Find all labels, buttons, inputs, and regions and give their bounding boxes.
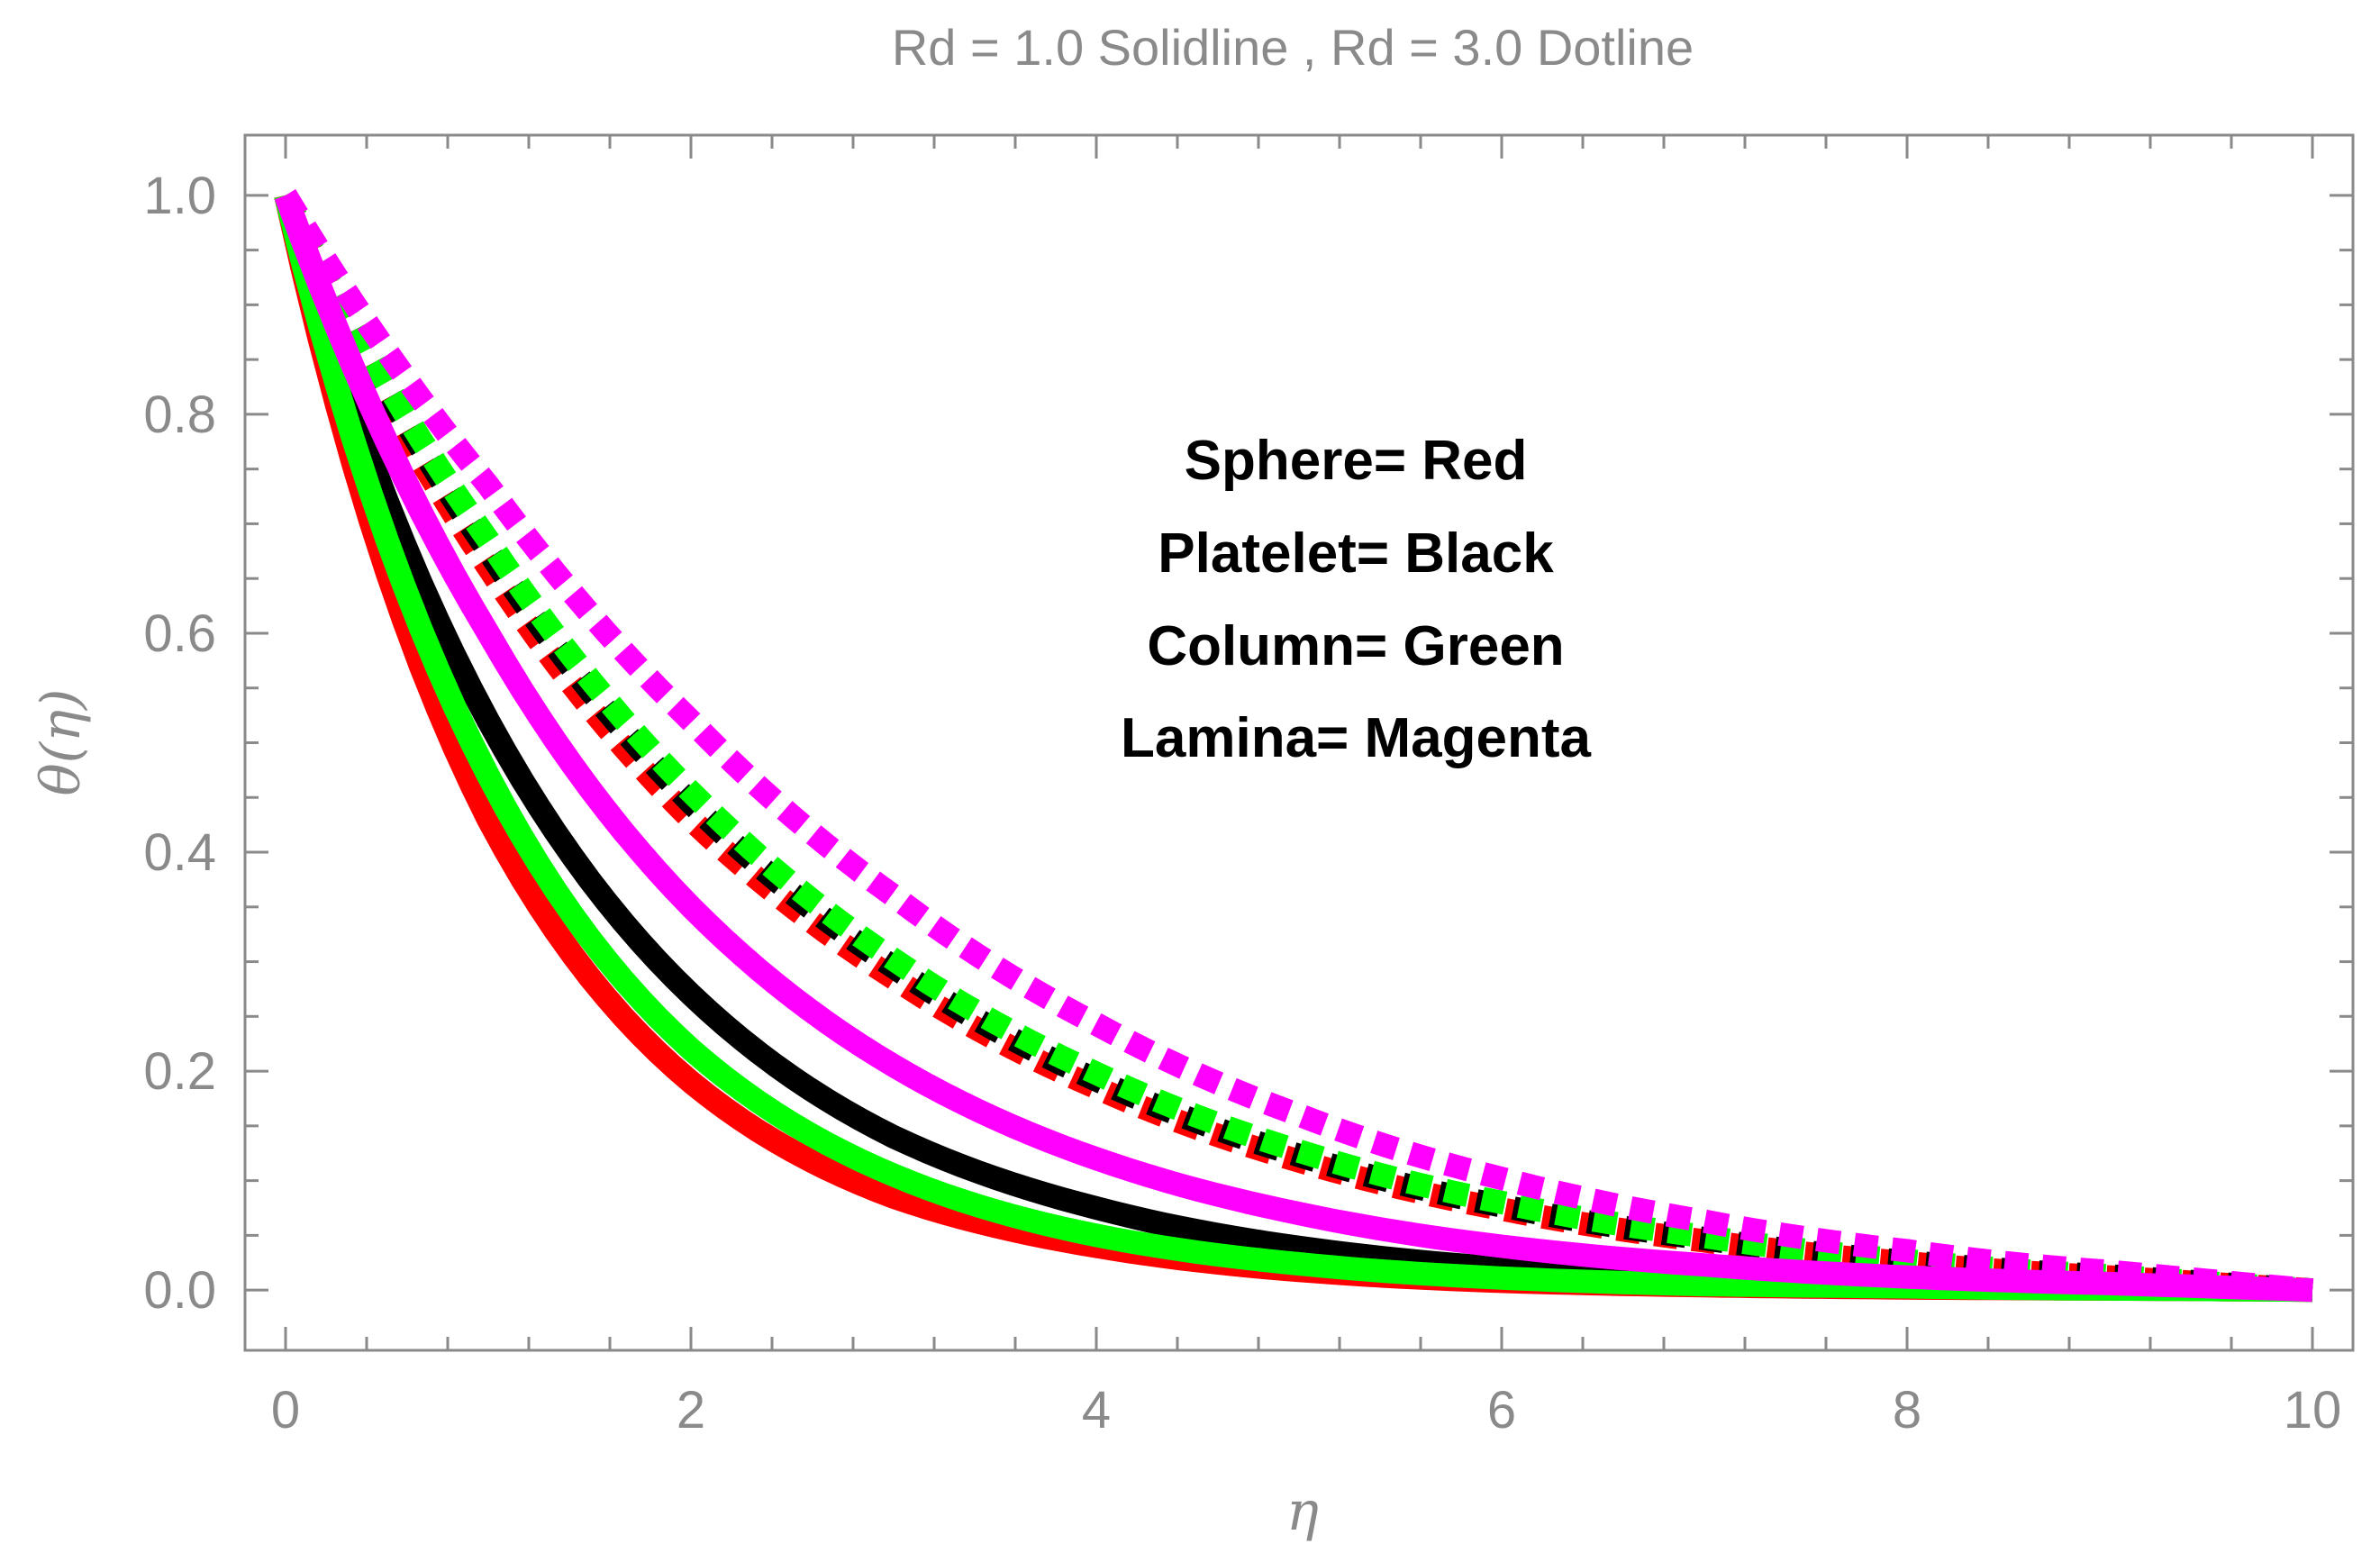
y-tick-label: 0.8 [143,386,216,444]
series-lines: Sphere, Rd = 3.0Platelet, Rd = 3.0Column… [274,189,2314,1303]
y-tick-label: 0.0 [143,1261,216,1320]
legend-sphere: Sphere= Red [1185,430,1528,492]
x-tick-label: 6 [1487,1381,1516,1439]
axis-ticks: 0 2 4 6 8 10 0.0 0.2 0.4 0.6 0.8 1.0 [143,135,2353,1439]
legend-lamina: Lamina= Magenta [1121,707,1591,769]
y-axis-label: θ(η) [30,689,93,796]
x-tick-label: 8 [1893,1381,1921,1439]
x-tick-label: 0 [271,1381,300,1439]
legend-platelet: Platelet= Black [1158,522,1554,585]
x-axis-label: η [1286,1480,1319,1543]
y-tick-label: 0.6 [143,604,216,663]
x-tick-label: 2 [677,1381,705,1439]
legend-column: Column= Green [1147,615,1564,677]
series-line: Lamina, Rd = 3.0 [275,189,2314,1303]
y-tick-label: 0.2 [143,1042,216,1101]
y-tick-label: 0.4 [143,823,216,882]
y-tick-label: 1.0 [143,167,216,225]
x-tick-label: 10 [2284,1381,2342,1439]
x-tick-label: 4 [1082,1381,1111,1439]
legend-annotation: Sphere= Red Platelet= Black Column= Gree… [1121,430,1591,769]
chart-title: Rd = 1.0 Solidline , Rd = 3.0 Dotline [892,19,1694,76]
series-line: Lamina, Rd = 1.0 [274,191,2313,1303]
